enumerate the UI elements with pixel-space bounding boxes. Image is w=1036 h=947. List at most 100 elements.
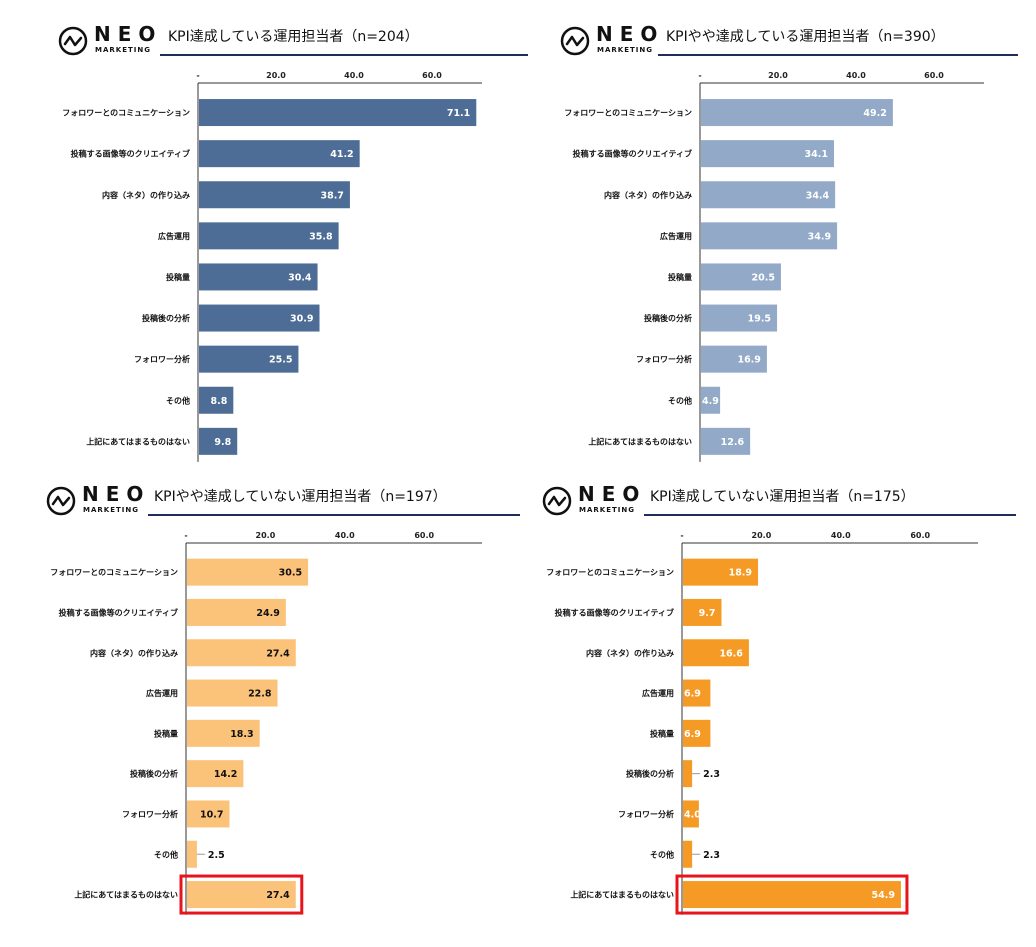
chart-panel-2: NEO MARKETING KPIやや達成している運用担当者（n=390） - 2… — [530, 14, 1030, 484]
value-label: 25.5 — [269, 355, 292, 366]
category-label: 広告運用 — [642, 688, 674, 698]
tick-label: 40.0 — [335, 531, 355, 540]
value-label: 34.4 — [806, 190, 830, 201]
bar — [199, 427, 238, 455]
category-label: 投稿後の分析 — [644, 313, 692, 323]
tick-label: - — [196, 71, 199, 80]
category-label: 広告運用 — [660, 231, 692, 241]
value-label: 38.7 — [320, 190, 343, 201]
bar-chart: - 20.0 40.0 60.0 フォロワーとのコミュニケーション 71.1 投稿する画像等… — [62, 71, 482, 462]
category-label: その他 — [650, 849, 674, 859]
value-label: 27.4 — [266, 648, 290, 659]
value-label: 34.1 — [805, 149, 828, 160]
value-label: 18.3 — [230, 729, 253, 740]
value-label: 4.0 — [684, 809, 701, 820]
tick-label: 20.0 — [266, 71, 286, 80]
category-label: 投稿する画像等のクリエイティブ — [71, 149, 190, 159]
value-label: 14.2 — [214, 769, 237, 780]
value-label: 27.4 — [266, 890, 290, 901]
bar — [683, 558, 759, 586]
chart-panel-4: NEO MARKETING KPI達成していない運用担当者（n=175） - 20… — [512, 474, 1016, 944]
value-label: 22.8 — [248, 689, 272, 700]
value-label: 9.7 — [699, 608, 716, 619]
category-label: フォロワー分析 — [122, 809, 178, 819]
bar — [683, 760, 693, 788]
category-label: 投稿する画像等のクリエイティブ — [573, 149, 692, 159]
category-label: 広告運用 — [146, 688, 178, 698]
tick-label: 20.0 — [256, 531, 276, 540]
category-label: フォロワーとのコミュニケーション — [546, 568, 674, 577]
bar — [683, 800, 699, 828]
bar — [187, 840, 197, 868]
value-label: 49.2 — [863, 108, 886, 119]
bar — [701, 222, 838, 250]
neo-logo-icon — [560, 26, 590, 56]
category-label: フォロワーとのコミュニケーション — [50, 568, 178, 577]
chart-panel-1: NEO MARKETING KPI達成している運用担当者（n=204） - 20.… — [28, 14, 528, 484]
value-label: 10.7 — [200, 809, 223, 820]
tick-label: 40.0 — [344, 71, 364, 80]
logo-sub: MARKETING — [579, 506, 635, 514]
chart-title: KPI達成していない運用担当者（n=175） — [650, 489, 915, 505]
bar — [187, 719, 260, 747]
title-underline — [148, 514, 520, 516]
chart-title: KPI達成している運用担当者（n=204） — [168, 29, 419, 45]
value-label: 2.3 — [703, 769, 720, 780]
tick-label: 20.0 — [768, 71, 788, 80]
category-label: 投稿する画像等のクリエイティブ — [59, 607, 178, 617]
category-label: 投稿後の分析 — [626, 769, 674, 779]
logo-sub: MARKETING — [597, 46, 653, 54]
value-label: 19.5 — [748, 314, 771, 325]
tick-label: 60.0 — [924, 71, 944, 80]
tick-label: 40.0 — [846, 71, 866, 80]
category-label: 内容（ネタ）の作り込み — [604, 190, 692, 200]
neo-logo-icon — [58, 26, 88, 56]
category-label: 内容（ネタ）の作り込み — [90, 648, 178, 658]
category-label: 上記にあてはまるものはない — [570, 890, 674, 900]
bar — [701, 427, 751, 455]
value-label: 24.9 — [256, 608, 279, 619]
tick-label: 40.0 — [831, 531, 851, 540]
category-label: 上記にあてはまるものはない — [74, 890, 178, 900]
value-label: 20.5 — [751, 272, 774, 283]
chart-title: KPIやや達成している運用担当者（n=390） — [666, 29, 945, 45]
highlight-box — [179, 874, 304, 915]
bar — [187, 881, 296, 909]
category-label: フォロワー分析 — [618, 809, 674, 819]
title-underline — [160, 54, 528, 56]
value-label: 54.9 — [871, 890, 894, 901]
neo-logo-icon — [46, 486, 76, 516]
bar — [683, 840, 693, 868]
bar — [187, 800, 230, 828]
bar — [701, 304, 778, 332]
logo-sub: MARKETING — [95, 46, 151, 54]
value-label: 30.5 — [279, 568, 302, 579]
value-label: 18.9 — [729, 568, 752, 579]
bar — [199, 140, 360, 168]
bar — [199, 263, 318, 291]
bar — [199, 99, 477, 127]
tick-label: - — [680, 531, 683, 540]
value-label: 30.9 — [290, 314, 313, 325]
bar — [199, 222, 339, 250]
bar — [199, 386, 234, 414]
category-label: 投稿量 — [166, 272, 190, 282]
category-label: その他 — [668, 395, 692, 405]
category-label: 上記にあてはまるものはない — [86, 436, 190, 446]
title-underline — [644, 514, 1016, 516]
bar — [187, 760, 244, 788]
value-label: 6.9 — [684, 689, 701, 700]
category-label: 内容（ネタ）の作り込み — [586, 648, 674, 658]
category-label: フォロワー分析 — [636, 354, 692, 364]
category-label: その他 — [154, 849, 178, 859]
category-label: 広告運用 — [158, 231, 190, 241]
tick-label: 60.0 — [910, 531, 930, 540]
value-label: 41.2 — [330, 149, 353, 160]
bar — [701, 263, 781, 291]
value-label: 2.3 — [703, 850, 720, 861]
bar — [683, 598, 722, 626]
category-label: フォロワーとのコミュニケーション — [564, 109, 692, 118]
category-label: 投稿量 — [154, 728, 178, 738]
bar — [187, 598, 286, 626]
highlight-box — [675, 874, 909, 915]
